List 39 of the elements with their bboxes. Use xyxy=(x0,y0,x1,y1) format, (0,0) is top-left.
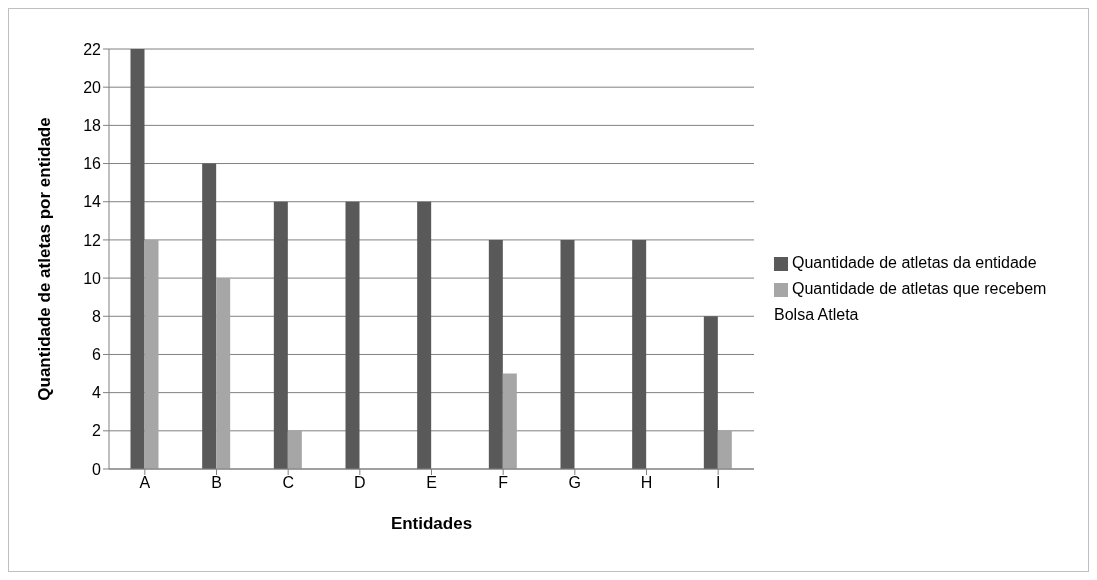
bar xyxy=(144,239,159,469)
bar xyxy=(287,430,302,469)
bar xyxy=(417,201,432,469)
y-tick-label: 16 xyxy=(83,155,102,173)
bar xyxy=(560,239,575,469)
y-tick-label: 10 xyxy=(83,269,102,287)
y-tick-label: 14 xyxy=(83,193,102,211)
y-tick-label: 12 xyxy=(83,231,102,249)
x-tick-label: C xyxy=(282,474,294,492)
bar xyxy=(202,163,217,469)
bar xyxy=(717,430,732,469)
bar xyxy=(345,201,360,469)
bar xyxy=(130,49,145,469)
y-tick-label: 4 xyxy=(92,384,102,402)
x-tick-label: D xyxy=(354,474,366,492)
y-tick-label: 0 xyxy=(92,460,102,478)
y-tick-label: 6 xyxy=(92,346,102,364)
y-tick-label: 22 xyxy=(83,40,102,58)
x-axis-title: Entidades xyxy=(390,514,473,533)
y-tick-label: 8 xyxy=(92,307,102,325)
y-tick-label: 18 xyxy=(83,117,102,135)
x-tick-label: I xyxy=(715,474,721,492)
y-axis-title: Quantidade de atletas por entidade xyxy=(35,117,55,401)
x-tick-label: E xyxy=(426,474,437,492)
y-tick-label: 2 xyxy=(92,422,102,440)
bar xyxy=(502,373,517,469)
bar xyxy=(216,278,231,469)
bar xyxy=(273,201,288,469)
x-tick-label: G xyxy=(568,474,582,492)
legend-label: Quantidade de atletas que recebem Bolsa Atleta xyxy=(774,280,1047,323)
bar xyxy=(632,239,647,469)
bar xyxy=(488,239,503,469)
y-tick-label: 20 xyxy=(83,78,102,96)
x-tick-label: H xyxy=(640,474,653,492)
x-tick-label: A xyxy=(139,474,151,492)
x-tick-label: F xyxy=(498,474,509,492)
bar xyxy=(703,316,718,469)
legend-label: Quantidade de atletas da entidade xyxy=(792,254,1037,271)
x-tick-label: B xyxy=(211,474,222,492)
